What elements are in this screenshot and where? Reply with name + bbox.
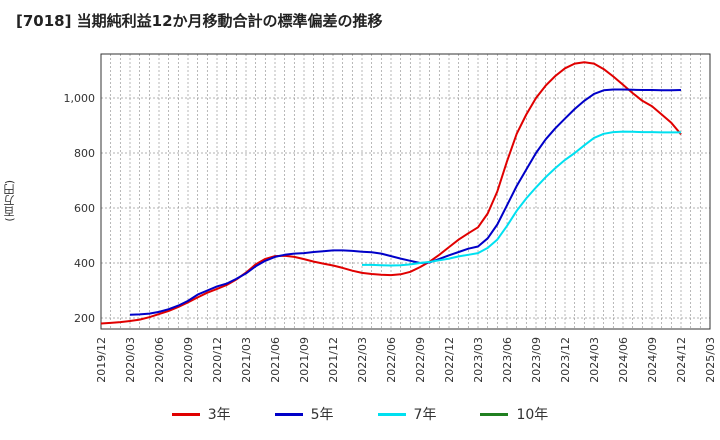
x-tick-label: 2022/03 [356, 337, 369, 383]
x-tick-label: 2022/09 [414, 337, 427, 383]
y-axis-ticks: 200 400 600 800 1,000 [64, 92, 96, 325]
x-tick-label: 2024/06 [617, 337, 630, 383]
x-tick-label: 2020/12 [211, 337, 224, 383]
grid-lines [101, 54, 710, 329]
series-line [100, 61, 682, 325]
x-tick-label: 2019/12 [95, 337, 108, 383]
legend-swatch [274, 412, 303, 416]
legend-item: 5年 [274, 404, 334, 424]
x-tick-label: 2021/09 [298, 337, 311, 383]
legend-item: 10年 [480, 404, 548, 424]
chart-title: [7018] 当期純利益12か月移動合計の標準偏差の推移 [16, 12, 383, 30]
x-tick-label: 2024/12 [675, 337, 688, 383]
y-tick-label: 1,000 [64, 92, 96, 105]
legend-label: 10年 [516, 407, 549, 423]
x-tick-label: 2022/06 [385, 337, 398, 383]
series-line [362, 130, 681, 267]
x-tick-label: 2023/03 [472, 337, 485, 383]
legend-item: 3年 [171, 404, 231, 424]
x-tick-label: 2021/06 [269, 337, 282, 383]
y-tick-label: 400 [74, 257, 95, 270]
legend-swatch [171, 412, 200, 416]
x-axis-ticks: 2019/12 2020/03 2020/06 2020/09 2020/12 2021/… [95, 337, 717, 383]
x-tick-label: 2024/09 [646, 337, 659, 383]
x-tick-label: 2023/12 [559, 337, 572, 383]
y-tick-label: 600 [74, 202, 95, 215]
legend-label: 5年 [310, 407, 334, 423]
y-tick-label: 200 [74, 312, 95, 325]
legend-label: 7年 [413, 407, 437, 423]
legend-swatch [377, 412, 406, 416]
legend: 3年 5年 7年 10年 [0, 404, 720, 424]
legend-item: 7年 [377, 404, 437, 424]
x-tick-label: 2021/03 [240, 337, 253, 383]
legend-label: 3年 [207, 407, 231, 423]
plot-frame [100, 53, 711, 330]
y-tick-label: 800 [74, 147, 95, 160]
x-tick-label: 2023/09 [530, 337, 543, 383]
x-tick-label: 2020/09 [182, 337, 195, 383]
series-lines [100, 61, 682, 325]
x-tick-label: 2023/06 [501, 337, 514, 383]
x-tick-label: 2022/12 [443, 337, 456, 383]
x-tick-label: 2020/06 [153, 337, 166, 383]
x-tick-label: 2024/03 [588, 337, 601, 383]
series-line [129, 88, 682, 316]
x-tick-label: 2021/12 [327, 337, 340, 383]
x-tick-label: 2020/03 [124, 337, 137, 383]
legend-swatch [480, 412, 509, 416]
x-tick-label: 2025/03 [704, 337, 717, 383]
